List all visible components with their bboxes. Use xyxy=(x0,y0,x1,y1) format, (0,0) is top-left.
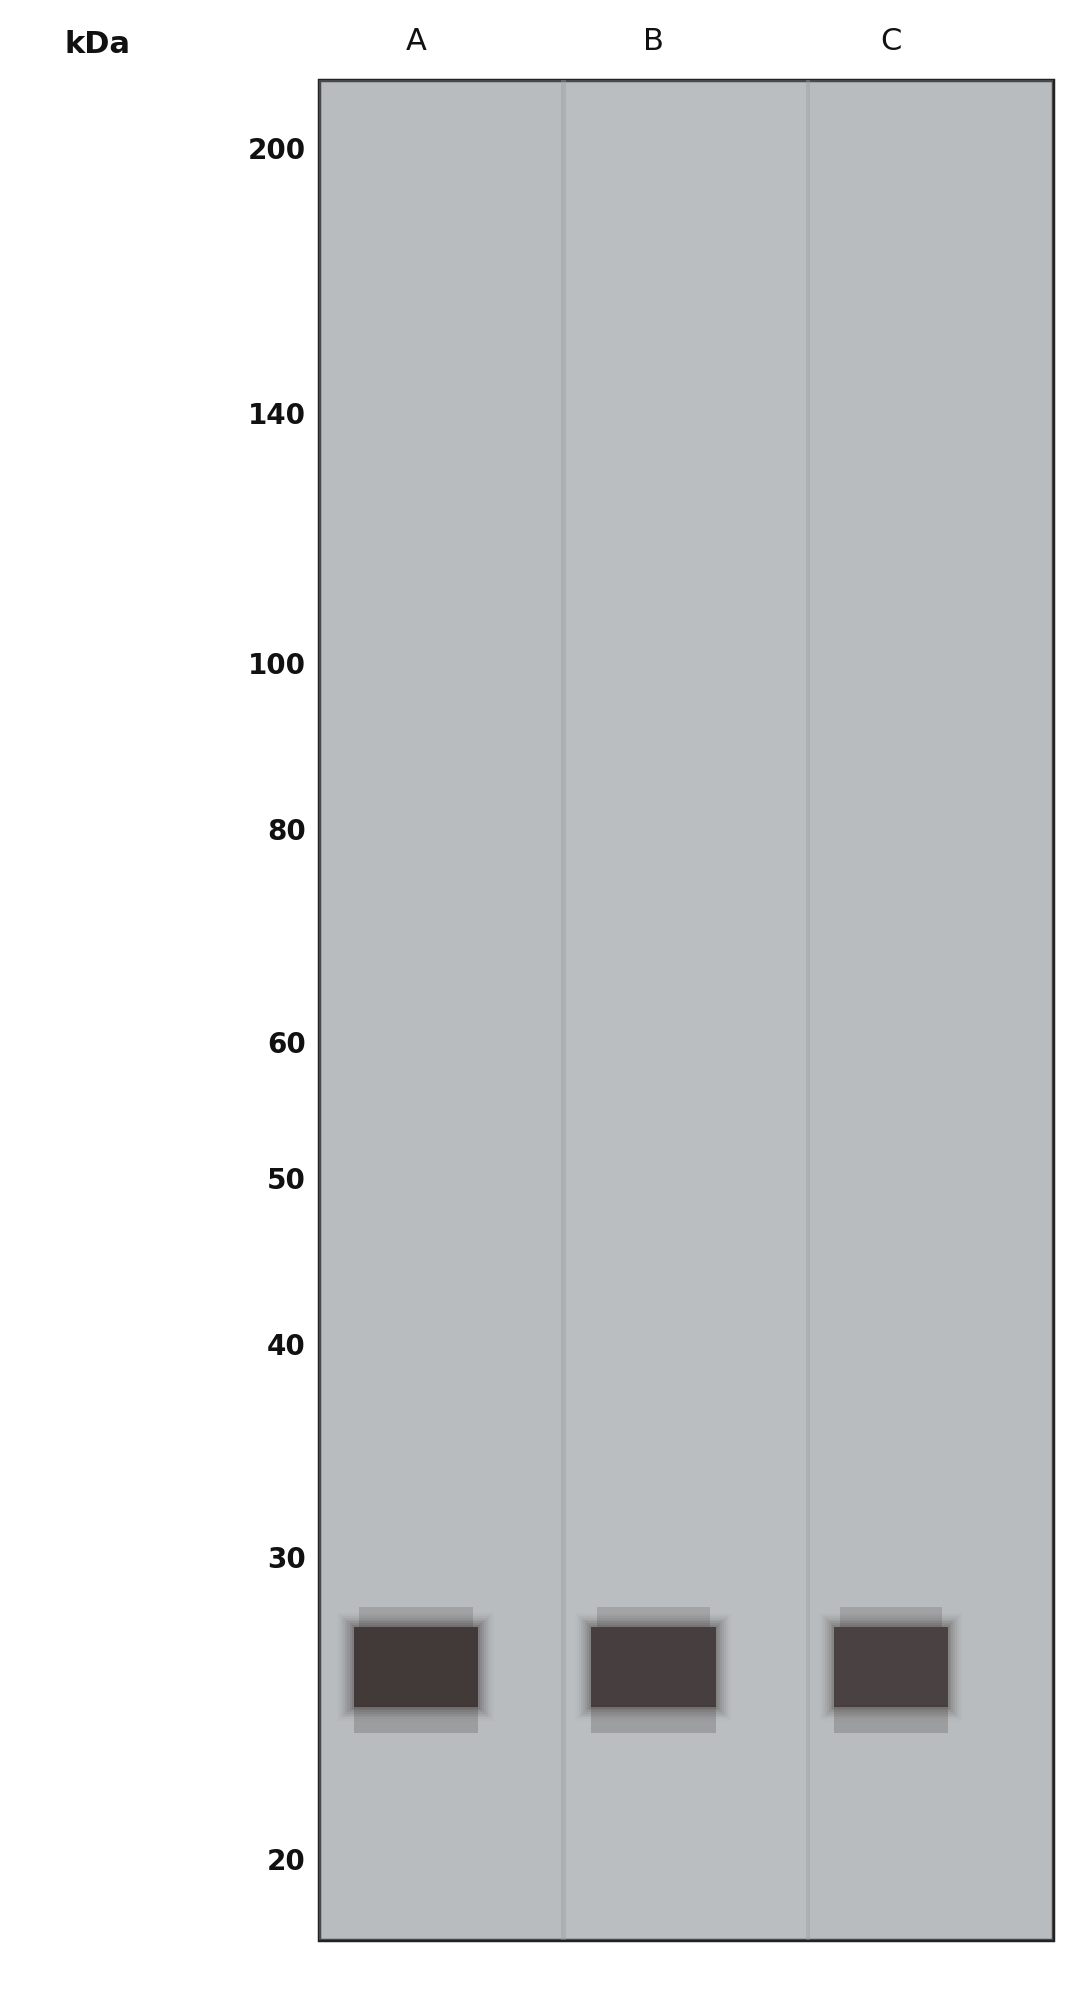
Text: 50: 50 xyxy=(267,1166,306,1194)
Bar xyxy=(339,1614,492,1720)
Text: 100: 100 xyxy=(247,652,306,680)
Text: 30: 30 xyxy=(267,1546,306,1574)
Bar xyxy=(590,1624,717,1708)
Bar xyxy=(350,1624,482,1710)
Bar xyxy=(564,80,808,1940)
Bar xyxy=(562,80,566,1940)
Bar xyxy=(348,1622,484,1712)
Bar xyxy=(581,1618,726,1716)
Bar xyxy=(575,1612,732,1720)
Bar xyxy=(840,1606,942,1626)
Bar xyxy=(806,80,810,1940)
Bar xyxy=(834,1626,948,1706)
Text: A: A xyxy=(405,26,427,56)
Bar xyxy=(583,1620,724,1714)
Text: B: B xyxy=(643,26,664,56)
Text: 200: 200 xyxy=(247,136,306,164)
Bar xyxy=(597,1606,711,1626)
Bar xyxy=(825,1618,957,1716)
Bar xyxy=(588,1624,719,1710)
Bar xyxy=(319,80,564,1940)
Bar xyxy=(352,1624,480,1708)
Bar xyxy=(319,80,1053,1940)
Bar xyxy=(346,1620,486,1714)
Text: 40: 40 xyxy=(267,1332,306,1360)
Bar xyxy=(343,1618,488,1716)
Bar xyxy=(821,1614,961,1720)
Bar xyxy=(828,1622,954,1712)
Bar xyxy=(354,1704,477,1732)
Bar xyxy=(823,1616,959,1718)
Bar xyxy=(337,1612,495,1720)
Bar xyxy=(577,1614,730,1720)
Text: 80: 80 xyxy=(267,818,306,846)
Bar xyxy=(831,1624,951,1710)
Bar xyxy=(354,1626,477,1706)
Bar xyxy=(579,1616,728,1718)
Bar xyxy=(359,1606,473,1626)
Bar xyxy=(827,1620,956,1714)
Text: 60: 60 xyxy=(267,1032,306,1060)
Bar xyxy=(592,1704,715,1732)
Bar xyxy=(834,1704,948,1732)
Bar xyxy=(341,1616,490,1718)
Bar xyxy=(585,1622,721,1712)
Text: 20: 20 xyxy=(267,1848,306,1876)
Text: 140: 140 xyxy=(247,402,306,430)
Bar xyxy=(819,1612,963,1720)
Text: C: C xyxy=(880,26,902,56)
Text: kDa: kDa xyxy=(64,30,131,58)
Bar xyxy=(808,80,1053,1940)
Bar xyxy=(833,1624,949,1708)
Bar xyxy=(592,1626,715,1706)
